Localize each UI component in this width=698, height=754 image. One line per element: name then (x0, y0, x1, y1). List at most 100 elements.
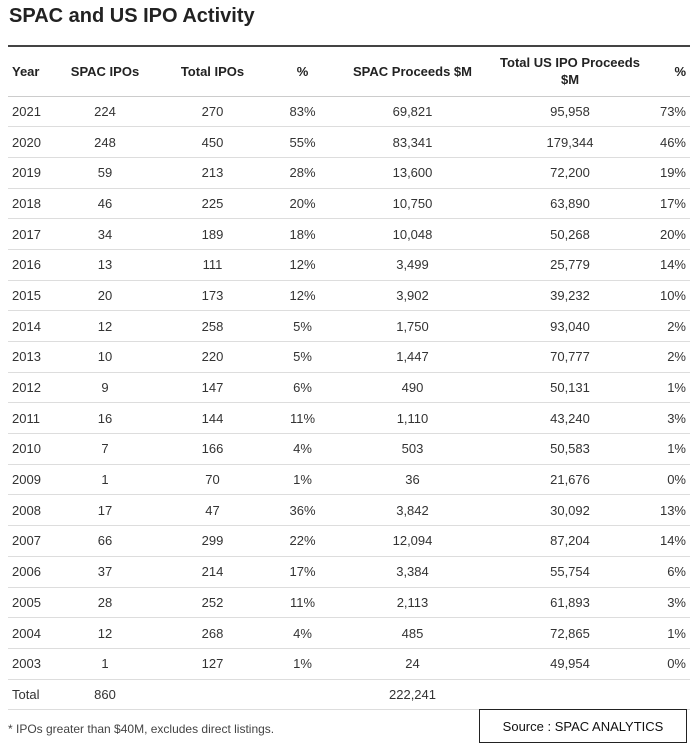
table-cell: 12 (55, 310, 155, 342)
table-cell: 2,113 (335, 587, 490, 619)
table-row: 2016 13 111 12% 3,499 25,779 14% (8, 249, 690, 281)
table-cell: 2017 (8, 218, 55, 250)
table-cell: 2010 (8, 433, 55, 465)
table-cell: 4% (270, 617, 335, 649)
table-cell: 83,341 (335, 126, 490, 158)
table-cell: 87,204 (490, 525, 650, 557)
column-header: Total US IPO Proceeds $M (490, 46, 650, 97)
table-cell: 0% (650, 648, 690, 680)
table-body: 2021 224 270 83% 69,821 95,958 73% 2020 248 450 55… (8, 96, 690, 711)
table-cell: 252 (155, 587, 270, 619)
table-cell: 2015 (8, 280, 55, 312)
table-row: 2009 1 70 1% 36 21,676 0% (8, 464, 690, 496)
table-cell: 225 (155, 188, 270, 220)
header-row: Year SPAC IPOs Total IPOs% SPAC Proceeds $M… (8, 46, 690, 97)
table-row: 2007 66 299 22% 12,094 87,204 14% (8, 525, 690, 557)
table-header: Year SPAC IPOs Total IPOs% SPAC Proceeds $M… (8, 46, 690, 97)
table-cell: 7 (55, 433, 155, 465)
table-cell: 34 (55, 218, 155, 250)
column-header: Year (8, 46, 55, 97)
table-cell: 2008 (8, 494, 55, 527)
table-cell: 46 (55, 188, 155, 220)
table-cell: 95,958 (490, 96, 650, 128)
table-cell: 50,131 (490, 372, 650, 404)
column-header: % (270, 46, 335, 97)
table-cell: 46% (650, 126, 690, 158)
table-cell: 1% (270, 464, 335, 496)
table-cell: 36 (335, 464, 490, 496)
table-cell: 10,750 (335, 188, 490, 220)
table-cell: 17% (270, 556, 335, 588)
table-row: 2019 59 213 28% 13,600 72,200 19% (8, 157, 690, 189)
table-cell: 111 (155, 249, 270, 281)
table-cell: 503 (335, 433, 490, 465)
table-cell: 17% (650, 188, 690, 220)
table-cell: 6% (650, 556, 690, 588)
data-table: Year SPAC IPOs Total IPOs% SPAC Proceeds $M… (8, 45, 690, 711)
table-cell: 20% (650, 218, 690, 250)
total-row: Total 860 222,241 (8, 679, 690, 711)
table-cell: 55,754 (490, 556, 650, 588)
table-cell: 73% (650, 96, 690, 128)
table-cell: 21,676 (490, 464, 650, 496)
table-cell: 28% (270, 157, 335, 189)
table-cell: 63,890 (490, 188, 650, 220)
table-cell: 1% (270, 648, 335, 680)
table-cell: 5% (270, 310, 335, 342)
table-cell: 1% (650, 372, 690, 404)
table-cell: 3,384 (335, 556, 490, 588)
table-cell: 1% (650, 617, 690, 649)
table-cell: 2007 (8, 525, 55, 557)
table-cell: 299 (155, 525, 270, 557)
table-cell: 28 (55, 587, 155, 619)
table-row: 2012 9 147 6% 490 50,131 1% (8, 372, 690, 404)
table-cell: 270 (155, 96, 270, 128)
table-cell: 4% (270, 433, 335, 465)
total-cell (270, 679, 335, 711)
table-row: 2003 1 127 1% 24 49,954 0% (8, 648, 690, 680)
column-header: Total IPOs (155, 46, 270, 97)
table-cell: 25,779 (490, 249, 650, 281)
table-cell: 16 (55, 402, 155, 435)
table-cell: 2014 (8, 310, 55, 342)
table-cell: 47 (155, 494, 270, 527)
table-cell: 13% (650, 494, 690, 527)
title: SPAC and US IPO Activity (9, 5, 255, 27)
table-cell: 93,040 (490, 310, 650, 342)
table-cell: 22% (270, 525, 335, 557)
table-cell: 13,600 (335, 157, 490, 189)
table-row: 2015 20 173 12% 3,902 39,232 10% (8, 280, 690, 312)
table-cell: 2016 (8, 249, 55, 281)
table-row: 2017 34 189 18% 10,048 50,268 20% (8, 218, 690, 250)
table-row: 2005 28 252 11% 2,113 61,893 3% (8, 587, 690, 619)
table-cell: 224 (55, 96, 155, 128)
table-cell: 173 (155, 280, 270, 312)
table-cell: 2021 (8, 96, 55, 128)
table-cell: 50,583 (490, 433, 650, 465)
table-cell: 2013 (8, 341, 55, 373)
table-row: 2020 248 450 55% 83,341 179,344 46% (8, 126, 690, 158)
table-cell: 2011 (8, 402, 55, 435)
table-cell: 2018 (8, 188, 55, 220)
table-cell: 2% (650, 310, 690, 342)
table-cell: 55% (270, 126, 335, 158)
table-cell: 83% (270, 96, 335, 128)
table-cell: 66 (55, 525, 155, 557)
table-cell: 10% (650, 280, 690, 312)
table-row: 2013 10 220 5% 1,447 70,777 2% (8, 341, 690, 373)
table-row: 2011 16 144 11% 1,110 43,240 3% (8, 402, 690, 435)
table-row: 2010 7 166 4% 503 50,583 1% (8, 433, 690, 465)
table-cell: 258 (155, 310, 270, 342)
table-cell: 1 (55, 648, 155, 680)
table-cell: 12% (270, 249, 335, 281)
table-row: 2018 46 225 20% 10,750 63,890 17% (8, 188, 690, 220)
table-cell: 2003 (8, 648, 55, 680)
table-cell: 70,777 (490, 341, 650, 373)
table-cell: 166 (155, 433, 270, 465)
table-cell: 248 (55, 126, 155, 158)
table-cell: 70 (155, 464, 270, 496)
table-cell: 490 (335, 372, 490, 404)
table-cell: 14% (650, 249, 690, 281)
table-cell: 3% (650, 587, 690, 619)
table-cell: 30,092 (490, 494, 650, 527)
